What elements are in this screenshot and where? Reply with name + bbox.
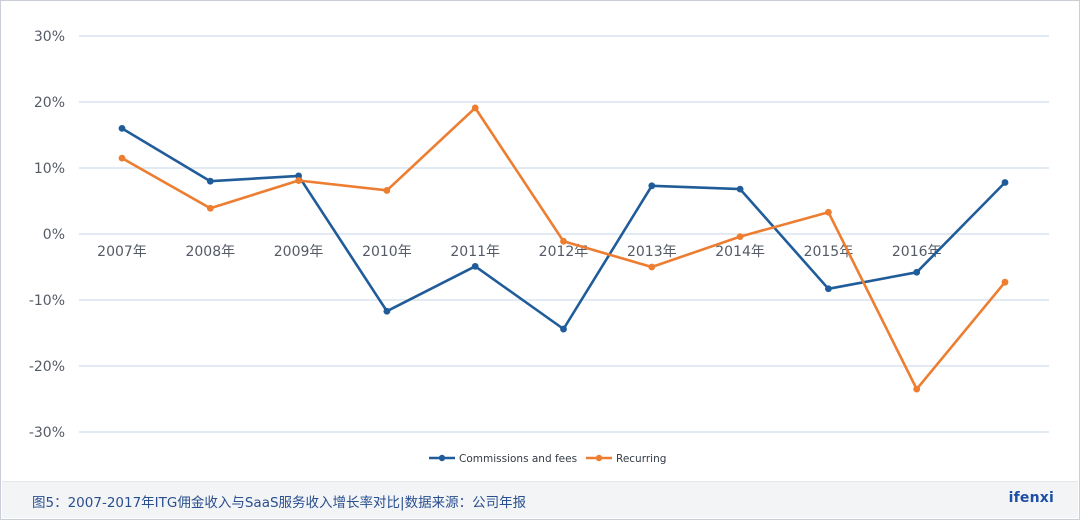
data-point — [913, 385, 921, 393]
x-tick-label: 2014年 — [715, 244, 765, 260]
data-point — [206, 177, 214, 185]
x-tick-label: 2015年 — [804, 244, 854, 260]
data-point — [736, 233, 744, 241]
legend-marker — [438, 454, 446, 462]
y-tick-label: -20% — [29, 359, 65, 375]
data-point — [648, 263, 656, 271]
y-tick-label: -30% — [29, 425, 65, 441]
y-tick-label: 20% — [34, 95, 65, 111]
data-point — [648, 182, 656, 190]
x-tick-label: 2010年 — [362, 244, 412, 260]
brand-logo: ifenxi — [1008, 490, 1054, 506]
legend-label: Recurring — [616, 453, 666, 465]
data-point — [206, 204, 214, 212]
data-point — [295, 177, 302, 184]
y-tick-label: 30% — [34, 29, 65, 45]
data-point — [118, 125, 126, 132]
data-point — [560, 237, 567, 245]
data-point — [118, 154, 126, 162]
data-point — [471, 104, 479, 112]
x-tick-label: 2007年 — [97, 244, 147, 260]
data-point — [1001, 179, 1009, 186]
legend-marker — [595, 454, 603, 462]
y-axis-ticks: 30% 20% 10% 0% -10% -20% -30% — [29, 29, 65, 441]
x-tick-label: 2008年 — [185, 244, 235, 260]
x-tick-label: 2012年 — [539, 244, 589, 260]
series-0 — [118, 125, 1009, 333]
y-tick-label: -10% — [29, 293, 65, 309]
legend: Commissions and fees Recurring — [429, 453, 666, 465]
line-chart: 30%20%10%0%-10%-20%-30% 2007年 2008年 2009年 2… — [29, 29, 1049, 465]
data-point — [383, 187, 391, 194]
data-point — [471, 262, 479, 270]
series-1 — [118, 104, 1009, 393]
grid — [79, 35, 1049, 433]
y-tick-label: 10% — [34, 161, 65, 177]
legend-item: Commissions and fees — [429, 453, 577, 465]
data-point — [825, 285, 832, 293]
legend-label: Commissions and fees — [459, 453, 577, 465]
data-point — [736, 185, 744, 193]
y-tick-label: 0% — [43, 227, 65, 243]
x-tick-label: 2016年 — [892, 244, 942, 260]
caption-bar: 图5：2007-2017年ITG佣金收入与SaaS服务收入增长率对比|数据来源：… — [2, 481, 1078, 518]
data-point — [560, 325, 567, 333]
data-point — [825, 208, 832, 216]
x-axis-ticks: 2007年 2008年 2009年 2010年 2011年 2012年 2013年 2014年… — [97, 244, 941, 260]
x-tick-label: 2011年 — [450, 244, 500, 260]
data-point — [1001, 278, 1009, 286]
figure-caption: 图5：2007-2017年ITG佣金收入与SaaS服务收入增长率对比|数据来源：… — [32, 495, 527, 511]
data-point — [383, 307, 391, 315]
legend-item: Recurring — [586, 453, 666, 465]
data-point — [913, 268, 921, 276]
series — [118, 104, 1009, 393]
x-tick-label: 2013年 — [627, 244, 677, 260]
x-tick-label: 2009年 — [274, 244, 324, 260]
